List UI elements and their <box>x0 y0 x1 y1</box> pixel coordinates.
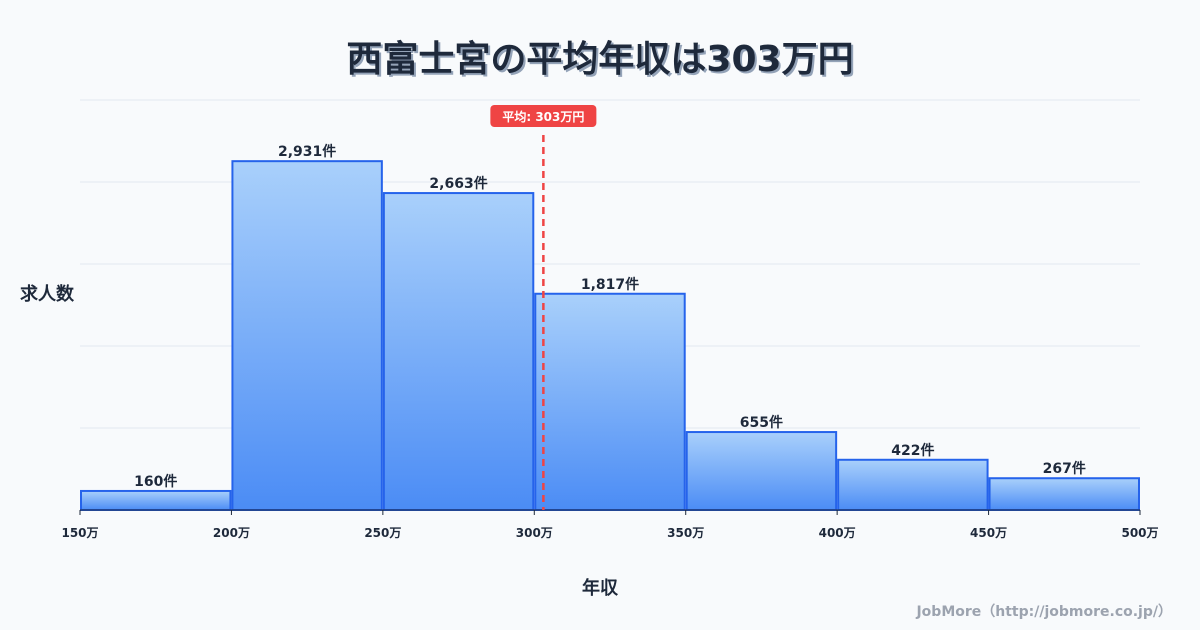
x-axis-label: 年収 <box>582 578 618 599</box>
x-tick-label: 300万 <box>516 526 553 540</box>
credit-text: JobMore（http://jobmore.co.jp/） <box>916 604 1172 620</box>
bar <box>685 431 838 511</box>
x-tick-label: 350万 <box>667 526 704 540</box>
bar-value-label: 2,931件 <box>278 143 336 160</box>
bar-value-label: 1,817件 <box>581 276 639 293</box>
x-tick-label: 400万 <box>819 526 856 540</box>
bar <box>534 292 686 511</box>
bar <box>837 458 989 511</box>
bar-value-label: 160件 <box>134 473 177 490</box>
bar <box>80 489 232 512</box>
x-tick-label: 200万 <box>213 526 250 540</box>
x-tick-label: 150万 <box>61 526 98 540</box>
x-tick-label: 450万 <box>970 526 1007 540</box>
x-tick-label: 250万 <box>364 526 401 540</box>
x-tick-label: 500万 <box>1121 526 1158 540</box>
mean-label: 平均: 303万円 <box>502 109 584 124</box>
bar-value-label: 422件 <box>891 442 934 459</box>
bar-value-label: 267件 <box>1043 460 1086 477</box>
mean-label-badge <box>490 105 597 127</box>
y-axis-label: 求人数 <box>20 284 74 305</box>
chart-title: 西富士宮の平均年収は303万円 <box>346 39 854 80</box>
bar <box>988 477 1140 511</box>
bar <box>231 160 383 512</box>
bar-value-label: 655件 <box>740 414 783 431</box>
bar-value-label: 2,663件 <box>429 175 487 192</box>
bar <box>382 192 535 512</box>
